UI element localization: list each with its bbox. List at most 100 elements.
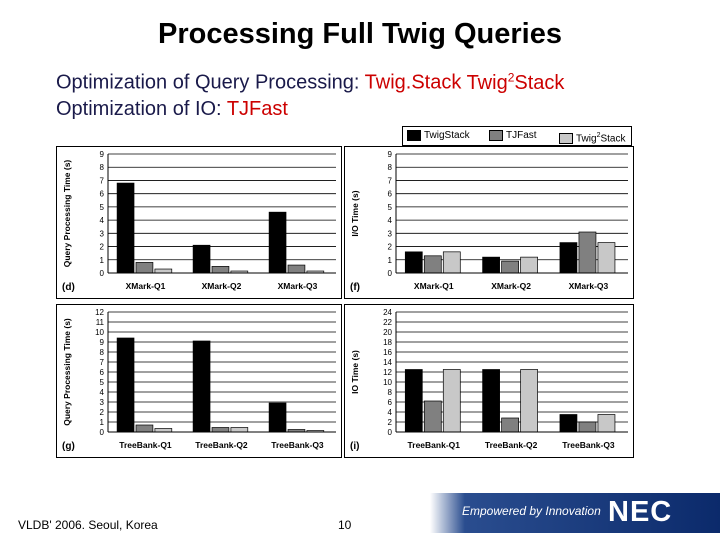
bar-twigstack-xmark-q1	[116, 182, 135, 274]
x-tick-label: XMark-Q3	[569, 281, 609, 291]
slide-title: Processing Full Twig Queries	[158, 18, 562, 50]
bar-twigstack-xmark-q3	[559, 242, 578, 274]
legend-swatch	[559, 133, 573, 145]
y-tick-label: 1	[388, 256, 393, 265]
bar-twigstack-treebank-q1	[116, 337, 135, 433]
bar-twig2stack-xmark-q1	[442, 251, 461, 274]
bar-tjfast-xmark-q2	[211, 266, 230, 274]
panel-label: (d)	[62, 282, 75, 293]
bar-tjfast-xmark-q1	[423, 255, 442, 274]
y-tick-label: 3	[100, 398, 105, 407]
subtitle-twigstack: Twig.Stack	[364, 71, 462, 94]
y-tick-label: 0	[388, 428, 393, 437]
legend-item-tjfast: TJFast	[489, 130, 537, 142]
y-tick-label: 22	[383, 318, 392, 327]
bar-tjfast-xmark-q2	[501, 260, 519, 274]
y-tick-label: 2	[100, 243, 105, 252]
bar-tjfast-treebank-q3	[578, 421, 597, 433]
y-tick-label: 2	[100, 408, 105, 417]
subtitle-line-2: Optimization of IO: TJFast	[56, 98, 288, 121]
y-tick-label: 18	[383, 338, 392, 347]
y-axis-label: Query Processing Time (s)	[62, 160, 72, 268]
y-tick-label: 16	[383, 348, 392, 357]
y-tick-label: 8	[388, 163, 393, 172]
bar-tjfast-xmark-q1	[135, 262, 154, 274]
chart-xmark-io-time: 0 1 2 3 4 5 6 7 8 9 I/O Time (s) XMark-Q1 XMark-Q2 XM…	[344, 146, 634, 299]
y-tick-label: 9	[100, 338, 105, 347]
y-tick-label: 2	[388, 243, 393, 252]
y-axis-label: IO Time (s)	[350, 350, 360, 394]
brand-tagline: Empowered by Innovation	[462, 504, 601, 518]
x-tick-label: XMark-Q2	[202, 281, 242, 291]
y-tick-label: 7	[388, 176, 393, 185]
subtitle-line-1: Optimization of Query Processing: Twig.S…	[56, 70, 564, 95]
y-tick-label: 0	[100, 269, 105, 278]
y-tick-label: 5	[388, 203, 393, 212]
bar-twig2stack-xmark-q2	[520, 256, 538, 274]
y-tick-label: 8	[388, 388, 393, 397]
y-tick-label: 6	[100, 368, 105, 377]
y-tick-label: 10	[383, 378, 392, 387]
y-tick-label: 4	[100, 388, 105, 397]
x-tick-label: XMark-Q1	[126, 281, 166, 291]
bar-tjfast-treebank-q1	[423, 400, 442, 433]
x-tick-label: TreeBank-Q3	[271, 440, 324, 450]
chart-legend: TwigStack TJFast Twig2Stack	[402, 126, 632, 146]
bar-twig2stack-xmark-q3	[597, 242, 616, 274]
subtitle-line-1-prefix: Optimization of Query Processing:	[56, 71, 365, 94]
bar-twigstack-treebank-q2	[482, 369, 500, 433]
x-tick-label: XMark-Q1	[414, 281, 454, 291]
bar-twigstack-treebank-q3	[268, 402, 287, 433]
page-number: 10	[338, 518, 352, 532]
y-tick-label: 10	[95, 328, 104, 337]
bar-twigstack-treebank-q3	[559, 414, 578, 433]
x-tick-label: TreeBank-Q3	[562, 440, 615, 450]
y-axis-label: I/O Time (s)	[350, 190, 360, 236]
chart-xmark-query-time: 0 1 2 3 4 5 6 7 8 9 Query Processing Time (s) XMark…	[56, 146, 342, 299]
bar-twigstack-xmark-q1	[404, 251, 423, 274]
legend-item-twigstack: TwigStack	[407, 130, 470, 142]
bar-twig2stack-treebank-q2	[520, 369, 538, 433]
footer-conference: VLDB' 2006. Seoul, Korea	[18, 518, 158, 532]
y-tick-label: 12	[383, 368, 392, 377]
y-tick-label: 1	[100, 418, 105, 427]
y-tick-label: 12	[95, 308, 104, 317]
x-tick-label: XMark-Q3	[278, 281, 318, 291]
bar-tjfast-xmark-q3	[578, 231, 597, 274]
x-tick-label: TreeBank-Q1	[408, 440, 461, 450]
x-tick-label: TreeBank-Q2	[195, 440, 248, 450]
bar-tjfast-xmark-q3	[287, 264, 306, 274]
legend-item-twig2stack: Twig2Stack	[559, 130, 625, 145]
bar-twig2stack-xmark-q1	[154, 268, 173, 274]
brand-band	[430, 493, 720, 533]
bar-tjfast-treebank-q1	[135, 424, 154, 433]
subtitle-tjfast: TJFast	[226, 98, 288, 120]
bar-tjfast-treebank-q2	[501, 417, 519, 433]
bar-twigstack-treebank-q1	[404, 369, 423, 433]
y-tick-label: 8	[100, 348, 105, 357]
legend-swatch	[407, 130, 421, 141]
y-tick-label: 24	[383, 308, 392, 317]
y-tick-label: 9	[388, 150, 393, 159]
y-tick-label: 3	[100, 229, 105, 238]
bar-twigstack-xmark-q2	[482, 256, 500, 274]
y-tick-label: 0	[100, 428, 105, 437]
y-tick-label: 4	[100, 216, 105, 225]
subtitle-line-2-prefix: Optimization of IO:	[56, 98, 227, 120]
y-tick-label: 6	[388, 190, 393, 199]
panel-label: (f)	[350, 282, 360, 293]
y-tick-label: 5	[100, 203, 105, 212]
y-tick-label: 20	[383, 328, 392, 337]
x-tick-label: TreeBank-Q1	[119, 440, 172, 450]
y-tick-label: 4	[388, 216, 393, 225]
y-axis-label: Query Processing Time (s)	[62, 318, 72, 426]
bar-twigstack-xmark-q3	[268, 211, 287, 274]
legend-swatch	[489, 130, 503, 141]
y-tick-label: 8	[100, 163, 105, 172]
y-tick-label: 6	[388, 398, 393, 407]
y-tick-label: 9	[100, 150, 105, 159]
panel-label: (g)	[62, 441, 75, 452]
subtitle-twig2stack: Twig2Stack	[466, 70, 565, 94]
